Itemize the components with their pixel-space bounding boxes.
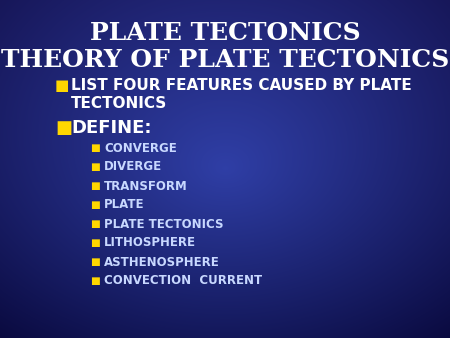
Text: CONVECTION  CURRENT: CONVECTION CURRENT (104, 274, 262, 288)
Text: ■: ■ (90, 143, 100, 153)
Text: ■: ■ (55, 119, 72, 137)
Text: ■: ■ (90, 219, 100, 229)
Text: PLATE TECTONICS: PLATE TECTONICS (90, 21, 360, 45)
Text: LITHOSPHERE: LITHOSPHERE (104, 237, 196, 249)
Text: DEFINE:: DEFINE: (71, 119, 152, 137)
Text: ■: ■ (90, 181, 100, 191)
Text: LIST FOUR FEATURES CAUSED BY PLATE: LIST FOUR FEATURES CAUSED BY PLATE (71, 78, 412, 94)
Text: TRANSFORM: TRANSFORM (104, 179, 188, 193)
Text: TECTONICS: TECTONICS (71, 97, 167, 112)
Text: ■: ■ (90, 200, 100, 210)
Text: ■: ■ (90, 257, 100, 267)
Text: ■: ■ (90, 238, 100, 248)
Text: PLATE: PLATE (104, 198, 144, 212)
Text: PLATE TECTONICS: PLATE TECTONICS (104, 217, 224, 231)
Text: DIVERGE: DIVERGE (104, 161, 162, 173)
Text: ■: ■ (90, 162, 100, 172)
Text: ■: ■ (90, 276, 100, 286)
Text: THEORY OF PLATE TECTONICS: THEORY OF PLATE TECTONICS (1, 48, 449, 72)
Text: CONVERGE: CONVERGE (104, 142, 177, 154)
Text: ASTHENOSPHERE: ASTHENOSPHERE (104, 256, 220, 268)
Text: ■: ■ (55, 78, 69, 94)
